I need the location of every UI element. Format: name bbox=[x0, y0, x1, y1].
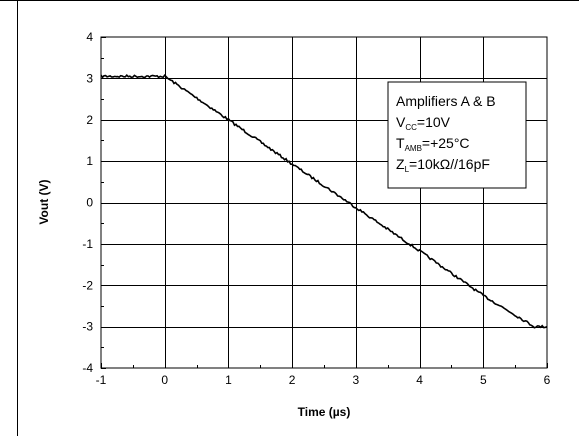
x-axis-label: Time (µs) bbox=[298, 405, 351, 419]
x-tick-label: 5 bbox=[480, 373, 487, 387]
x-tick-label: 0 bbox=[161, 373, 168, 387]
x-tick-label: -1 bbox=[96, 373, 107, 387]
legend: Amplifiers A & B VCC=10V TAMB=+25°C ZL=10kΩ… bbox=[387, 81, 527, 189]
y-tick-label: 3 bbox=[86, 71, 93, 85]
legend-entry: ZL=10kΩ//16pF bbox=[396, 156, 490, 174]
header-rule bbox=[96, 0, 579, 1]
y-tick-label: 2 bbox=[86, 113, 93, 127]
y-axis-label: Vout (V) bbox=[37, 179, 51, 224]
series-line-vout bbox=[100, 73, 548, 329]
y-tick-label: 4 bbox=[86, 30, 93, 44]
y-tick-label: -1 bbox=[82, 237, 93, 251]
x-tick-label: 1 bbox=[225, 373, 232, 387]
legend-entry: TAMB=+25°C bbox=[396, 135, 470, 153]
y-tick-label: -3 bbox=[82, 320, 93, 334]
x-tick-label: 4 bbox=[416, 373, 423, 387]
y-tick-label: 1 bbox=[86, 154, 93, 168]
x-tick-label: 3 bbox=[353, 373, 360, 387]
x-tick-label: 6 bbox=[544, 373, 551, 387]
legend-entry: VCC=10V bbox=[396, 114, 451, 132]
y-tick-label: -2 bbox=[82, 278, 93, 292]
header-tab-line bbox=[0, 0, 96, 1]
y-tick-labels: 4 3 2 1 0 -1 -2 -3 -4 bbox=[82, 30, 93, 375]
x-tick-labels: -1 0 1 2 3 4 5 6 bbox=[96, 373, 551, 387]
x-tick-label: 2 bbox=[289, 373, 296, 387]
y-tick-label: 0 bbox=[86, 196, 93, 210]
legend-entry: Amplifiers A & B bbox=[396, 93, 496, 109]
legend-box bbox=[387, 81, 527, 189]
y-tick-label: -4 bbox=[82, 361, 93, 375]
axis-ticks bbox=[101, 37, 548, 369]
